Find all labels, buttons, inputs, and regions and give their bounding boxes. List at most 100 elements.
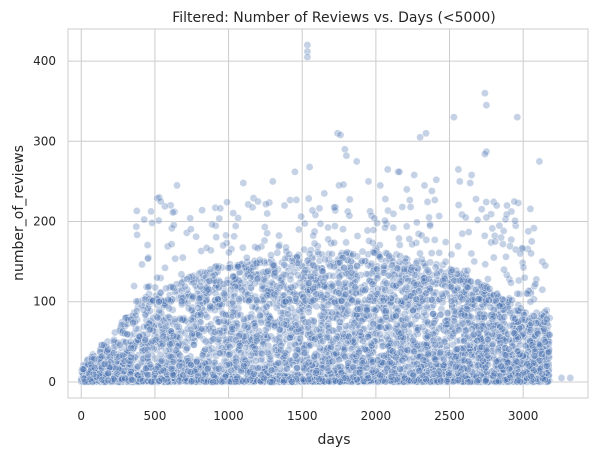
data-point — [429, 309, 438, 318]
data-point — [304, 318, 313, 327]
data-point — [283, 310, 292, 319]
data-point — [369, 305, 378, 313]
data-point — [500, 313, 509, 322]
data-point — [415, 366, 423, 375]
data-point — [361, 345, 370, 354]
data-point — [226, 285, 235, 294]
data-point — [209, 335, 218, 344]
data-point — [451, 362, 460, 371]
data-point — [291, 321, 300, 330]
data-point — [464, 357, 473, 366]
data-point — [169, 331, 178, 340]
data-point — [206, 302, 215, 311]
data-point — [187, 377, 196, 386]
data-point — [239, 361, 248, 370]
data-point — [147, 377, 156, 386]
data-point — [301, 266, 310, 275]
data-point — [129, 318, 137, 327]
data-point — [382, 332, 391, 341]
data-point — [440, 355, 448, 364]
data-point — [334, 343, 342, 352]
data-point — [538, 350, 546, 358]
data-point — [480, 313, 488, 322]
data-point — [222, 361, 231, 369]
data-point — [98, 352, 106, 361]
data-point — [461, 372, 470, 380]
data-point — [201, 337, 210, 346]
data-point — [237, 349, 245, 357]
data-point — [135, 332, 144, 341]
data-point — [381, 377, 390, 386]
data-point — [275, 333, 284, 342]
data-point — [146, 360, 155, 369]
data-point — [404, 362, 413, 371]
data-point — [209, 377, 218, 386]
data-point — [388, 347, 397, 356]
data-point — [332, 314, 341, 323]
data-point — [296, 334, 305, 343]
data-point — [422, 375, 430, 383]
data-point — [186, 368, 195, 376]
data-point — [251, 348, 260, 357]
data-point — [183, 344, 191, 353]
data-point — [319, 308, 328, 316]
data-point — [436, 348, 445, 357]
data-point — [452, 352, 461, 361]
data-point — [184, 304, 193, 313]
data-point — [312, 325, 321, 334]
data-point — [356, 328, 364, 337]
data-point — [115, 340, 124, 349]
data-point — [139, 305, 148, 314]
data-point — [488, 315, 497, 323]
data-point — [511, 314, 520, 323]
data-point — [527, 319, 536, 328]
data-point — [155, 377, 163, 386]
data-point — [277, 341, 286, 350]
data-point — [110, 335, 118, 344]
data-point — [323, 333, 332, 342]
data-point — [291, 351, 300, 360]
data-point — [173, 322, 181, 331]
data-points — [77, 41, 575, 386]
data-point — [251, 321, 259, 330]
data-point — [267, 332, 275, 341]
data-point — [225, 342, 234, 351]
data-point — [493, 357, 502, 366]
data-point — [134, 362, 142, 371]
data-point — [376, 371, 385, 380]
data-point — [384, 322, 393, 331]
data-point — [364, 374, 373, 383]
data-point — [186, 361, 195, 369]
data-point — [339, 374, 348, 382]
data-point — [385, 358, 394, 367]
data-point — [216, 349, 224, 358]
data-point — [508, 296, 516, 304]
data-point — [490, 369, 499, 378]
data-point — [380, 262, 388, 271]
data-point — [364, 332, 372, 341]
data-point — [413, 312, 422, 321]
data-point — [194, 331, 203, 339]
data-point — [384, 271, 393, 280]
data-point — [138, 377, 147, 385]
data-point — [481, 376, 490, 385]
data-point — [262, 302, 271, 311]
data-point — [403, 346, 412, 354]
data-point — [240, 321, 249, 330]
data-point — [380, 351, 388, 360]
data-point — [357, 316, 366, 325]
data-point — [409, 336, 418, 345]
data-point — [256, 311, 264, 320]
data-point — [545, 331, 554, 339]
data-point — [253, 275, 262, 283]
data-point — [264, 320, 273, 329]
data-point — [430, 319, 438, 328]
data-point — [493, 347, 502, 356]
data-point — [530, 312, 538, 320]
data-point — [203, 365, 212, 373]
data-point — [285, 333, 294, 342]
data-point — [161, 346, 170, 355]
data-point — [310, 334, 319, 343]
data-point — [301, 360, 310, 369]
